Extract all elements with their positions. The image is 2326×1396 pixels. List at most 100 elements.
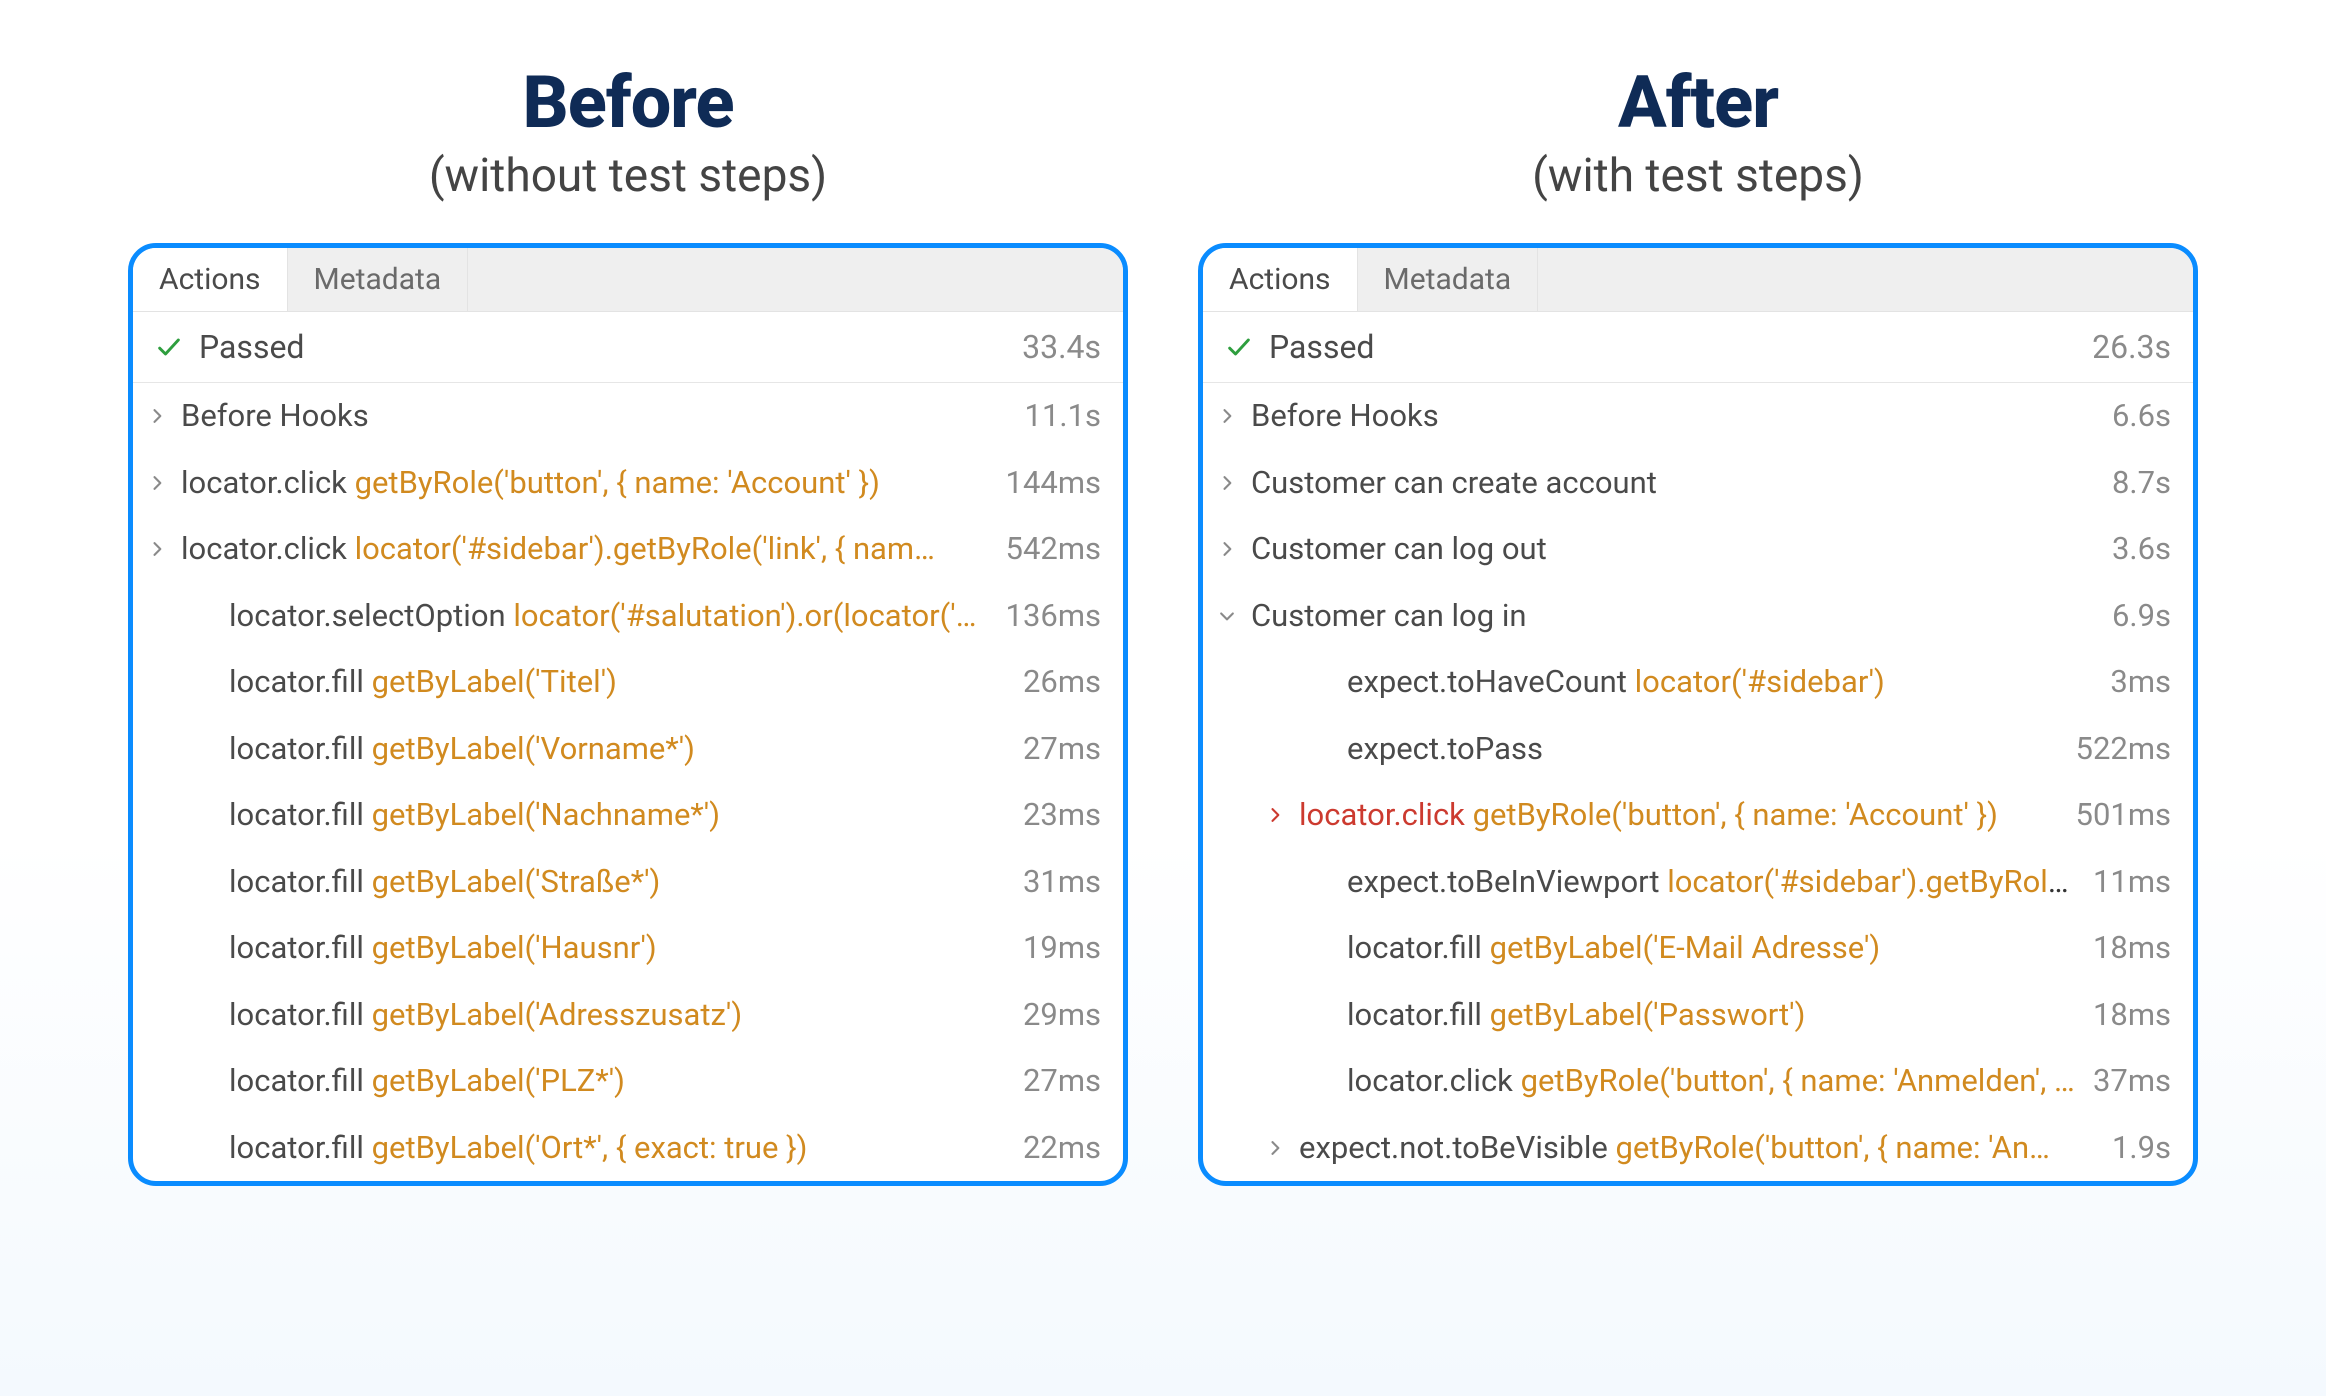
action-duration: 11ms (2093, 859, 2171, 906)
tab-metadata[interactable]: Metadata (1358, 248, 1539, 311)
after-panel: Actions Metadata Passed 26.3s Before Hoo… (1198, 243, 2198, 1186)
action-row[interactable]: locator.click getByRole('button', { name… (1203, 1048, 2193, 1115)
action-duration: 22ms (1023, 1125, 1101, 1172)
before-title: Before (128, 60, 1128, 145)
chevron-right-icon (1251, 1138, 1299, 1158)
action-row[interactable]: locator.fill getByLabel('PLZ*')27ms (133, 1048, 1123, 1115)
action-row[interactable]: locator.click getByRole('button', { name… (133, 450, 1123, 517)
columns: Before (without test steps) Actions Meta… (110, 60, 2216, 1186)
action-row[interactable]: Before Hooks 6.6s (1203, 383, 2193, 450)
action-text: locator.fill getByLabel('Hausnr') (229, 925, 1005, 972)
action-text: locator.selectOption locator('#salutatio… (229, 593, 988, 640)
action-text: locator.fill getByLabel('Straße*') (229, 859, 1005, 906)
action-row[interactable]: expect.toPass 522ms (1203, 716, 2193, 783)
action-row[interactable]: locator.click locator('#sidebar').getByR… (133, 516, 1123, 583)
action-text: locator.fill getByLabel('PLZ*') (229, 1058, 1005, 1105)
after-subtitle: (with test steps) (1198, 149, 2198, 203)
action-text: locator.fill getByLabel('Adresszusatz') (229, 992, 1005, 1039)
action-duration: 11.1s (1025, 393, 1101, 440)
status-row: Passed 33.4s (133, 312, 1123, 383)
action-row[interactable]: expect.toBeInViewport locator('#sidebar'… (1203, 849, 2193, 916)
action-row[interactable]: locator.fill getByLabel('Vorname*') 27ms (133, 716, 1123, 783)
action-row[interactable]: locator.fill getByLabel('Nachname*') 23ms (133, 782, 1123, 849)
status-duration: 26.3s (2092, 328, 2171, 366)
action-row[interactable]: locator.fill getByLabel('Adresszusatz') 2… (133, 982, 1123, 1049)
after-column: After (with test steps) Actions Metadata… (1198, 60, 2198, 1186)
chevron-right-icon (133, 539, 181, 559)
action-duration: 27ms (1023, 726, 1101, 773)
action-text: expect.toPass (1347, 726, 2058, 773)
action-text: locator.fill getByLabel('Titel') (229, 659, 1005, 706)
action-duration: 26ms (1023, 659, 1101, 706)
action-duration: 522ms (2076, 726, 2171, 773)
action-duration: 31ms (1023, 859, 1101, 906)
action-duration: 23ms (1023, 792, 1101, 839)
action-duration: 6.6s (2112, 393, 2171, 440)
check-icon (155, 333, 183, 361)
action-text: expect.not.toBeVisible getByRole('button… (1299, 1125, 2094, 1172)
action-row[interactable]: Customer can create account 8.7s (1203, 450, 2193, 517)
action-duration: 19ms (1023, 925, 1101, 972)
action-text: locator.click getByRole('button', { name… (1347, 1058, 2075, 1105)
action-row[interactable]: expect.not.toBeVisible getByRole('button… (1203, 1115, 2193, 1182)
action-text: Before Hooks (1251, 393, 2094, 440)
action-duration: 37ms (2093, 1058, 2171, 1105)
before-subtitle: (without test steps) (128, 149, 1128, 203)
status-label: Passed (1269, 328, 1374, 366)
action-duration: 8.7s (2112, 460, 2171, 507)
action-duration: 29ms (1023, 992, 1101, 1039)
action-duration: 501ms (2076, 792, 2171, 839)
chevron-right-icon (1203, 406, 1251, 426)
tab-metadata[interactable]: Metadata (288, 248, 469, 311)
status-label: Passed (199, 328, 304, 366)
action-row[interactable]: locator.click getByRole('button', { name… (1203, 782, 2193, 849)
action-text: Before Hooks (181, 393, 1007, 440)
chevron-down-icon (1203, 606, 1251, 626)
action-text: locator.fill getByLabel('Nachname*') (229, 792, 1005, 839)
status-row: Passed 26.3s (1203, 312, 2193, 383)
action-text: Customer can create account (1251, 460, 2094, 507)
chevron-right-icon (133, 473, 181, 493)
chevron-right-icon (1251, 805, 1299, 825)
before-heading: Before (without test steps) (128, 60, 1128, 203)
action-duration: 1.9s (2112, 1125, 2171, 1172)
action-row[interactable]: Before Hooks 11.1s (133, 383, 1123, 450)
action-row[interactable]: Customer can log out 3.6s (1203, 516, 2193, 583)
action-text: locator.fill getByLabel('Vorname*') (229, 726, 1005, 773)
tabs: Actions Metadata (133, 248, 1123, 312)
chevron-right-icon (1203, 473, 1251, 493)
action-text: locator.click locator('#sidebar').getByR… (181, 526, 988, 573)
action-text: Customer can log out (1251, 526, 2094, 573)
action-row[interactable]: locator.fill getByLabel('Titel') 26ms (133, 649, 1123, 716)
status-duration: 33.4s (1022, 328, 1101, 366)
action-duration: 6.9s (2112, 593, 2171, 640)
action-row[interactable]: locator.fill getByLabel('Straße*') 31ms (133, 849, 1123, 916)
action-row[interactable]: locator.fill getByLabel('Ort*', { exact:… (133, 1115, 1123, 1182)
page: Before (without test steps) Actions Meta… (0, 0, 2326, 1396)
action-row[interactable]: locator.fill getByLabel('Hausnr') 19ms (133, 915, 1123, 982)
tab-actions[interactable]: Actions (133, 248, 288, 311)
chevron-right-icon (1203, 539, 1251, 559)
action-duration: 3.6s (2112, 526, 2171, 573)
chevron-right-icon (133, 406, 181, 426)
action-text: expect.toHaveCount locator('#sidebar') (1347, 659, 2092, 706)
action-row[interactable]: expect.toHaveCount locator('#sidebar') 3m… (1203, 649, 2193, 716)
action-row[interactable]: locator.fill getByLabel('E-Mail Adresse'… (1203, 915, 2193, 982)
action-row[interactable]: Customer can log in6.9s (1203, 583, 2193, 650)
action-duration: 3ms (2110, 659, 2171, 706)
action-text: locator.fill getByLabel('Ort*', { exact:… (229, 1125, 1005, 1172)
action-duration: 136ms (1006, 593, 1101, 640)
before-panel: Actions Metadata Passed 33.4s Before Hoo… (128, 243, 1128, 1186)
action-text: expect.toBeInViewport locator('#sidebar'… (1347, 859, 2075, 906)
action-rows: Before Hooks 11.1s locator.click getByRole… (133, 383, 1123, 1181)
action-text: locator.fill getByLabel('Passwort') (1347, 992, 2075, 1039)
action-row[interactable]: locator.fill getByLabel('Passwort')18ms (1203, 982, 2193, 1049)
tabs: Actions Metadata (1203, 248, 2193, 312)
tab-actions[interactable]: Actions (1203, 248, 1358, 311)
action-text: locator.click getByRole('button', { name… (1299, 792, 2058, 839)
check-icon (1225, 333, 1253, 361)
action-row[interactable]: locator.selectOption locator('#salutatio… (133, 583, 1123, 650)
action-rows: Before Hooks 6.6s Customer can create acco… (1203, 383, 2193, 1181)
after-heading: After (with test steps) (1198, 60, 2198, 203)
action-duration: 542ms (1006, 526, 1101, 573)
